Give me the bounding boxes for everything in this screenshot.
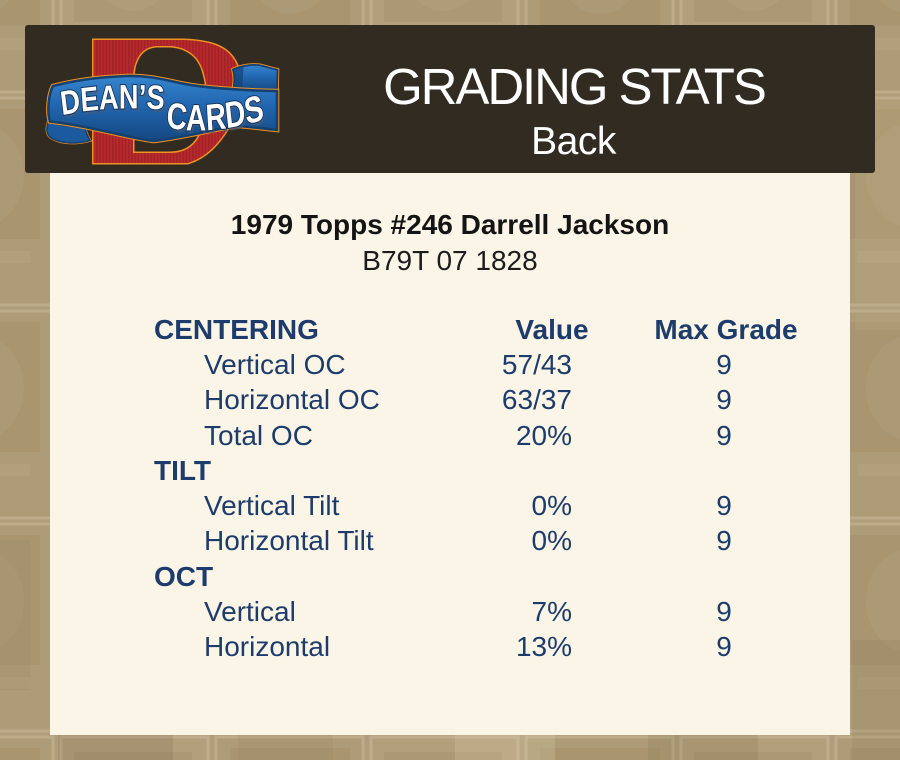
svg-text:DEAN’S: DEAN’S — [58, 78, 165, 123]
svg-text:DEAN’S: DEAN’S — [60, 81, 167, 126]
